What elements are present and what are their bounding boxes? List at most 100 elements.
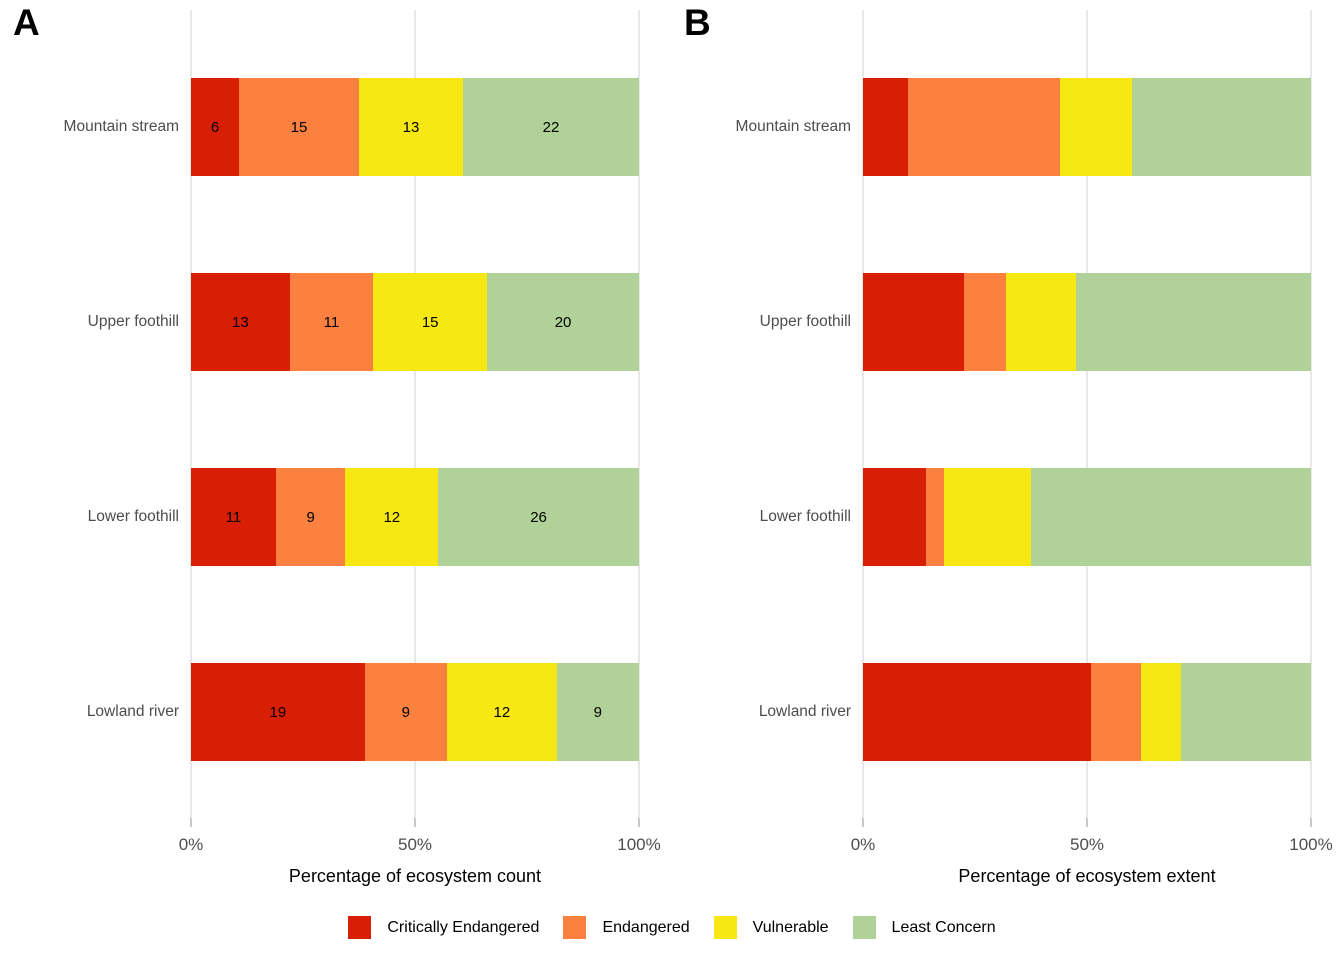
x-axis-tick-label: 50%: [1069, 835, 1105, 854]
bar-value-label: 13: [402, 118, 420, 136]
bar-segment-critically-endangered: [863, 468, 926, 566]
bar-segment-endangered: 9: [275, 468, 346, 566]
bar-value-label: 19: [269, 703, 287, 721]
gridline: [414, 10, 416, 818]
bar-segment-least-concern: 22: [463, 78, 639, 176]
bar-segment-endangered: 15: [239, 78, 359, 176]
category-label-upper-foothill: Upper foothill: [759, 313, 851, 330]
bar-lower-foothill: [863, 468, 1311, 566]
legend-item-endangered: Endangered: [563, 916, 690, 939]
legend-swatch-critically-endangered: [348, 916, 372, 939]
bar-value-label: 9: [401, 703, 411, 721]
bar-mountain-stream: [863, 78, 1311, 176]
bar-segment-critically-endangered: [863, 663, 1092, 761]
x-axis-tick: [638, 818, 640, 827]
bar-lowland-river: 19 9 12 9: [191, 663, 639, 761]
bar-upper-foothill: 13 11 15 20: [191, 273, 639, 371]
bar-value-label: 9: [306, 508, 315, 526]
gridline: [1310, 10, 1312, 818]
bar-segment-least-concern: [1030, 468, 1311, 566]
panel-a-tag: A: [13, 2, 40, 43]
bar-value-label: 20: [554, 313, 572, 331]
bar-value-label: 13: [232, 313, 249, 331]
bar-segment-endangered: [1091, 663, 1141, 761]
bar-segment-critically-endangered: 11: [191, 468, 276, 566]
bar-value-label: 12: [383, 508, 401, 526]
bar-value-label: 15: [290, 118, 308, 136]
legend-label: Endangered: [602, 918, 690, 936]
bar-value-label: 26: [530, 508, 547, 526]
panel-b-tag: B: [684, 2, 711, 43]
bar-value-label: 11: [323, 313, 340, 331]
category-label-lower-foothill: Lower foothill: [87, 508, 179, 525]
x-axis-tick-label: 50%: [397, 835, 433, 854]
bar-segment-vulnerable: 15: [373, 273, 488, 371]
legend-item-least-concern: Least Concern: [852, 916, 996, 939]
bar-segment-vulnerable: 12: [345, 468, 439, 566]
bar-mountain-stream: 6 15 13 22: [191, 78, 639, 176]
legend-item-critically-endangered: Critically Endangered: [348, 916, 539, 939]
bar-segment-least-concern: [1131, 78, 1311, 176]
category-label-lower-foothill: Lower foothill: [759, 508, 851, 525]
bar-value-label: 6: [210, 118, 220, 136]
bar-segment-least-concern: 20: [487, 273, 639, 371]
bar-segment-endangered: [907, 78, 1061, 176]
bar-value-label: 15: [421, 313, 439, 331]
bar-segment-vulnerable: 13: [359, 78, 463, 176]
bar-segment-least-concern: [1075, 273, 1311, 371]
bar-segment-critically-endangered: 6: [191, 78, 239, 176]
legend-swatch-endangered: [563, 916, 587, 939]
bar-value-label: 12: [493, 703, 511, 721]
bar-segment-least-concern: 9: [556, 663, 639, 761]
bar-segment-vulnerable: [1006, 273, 1076, 371]
legend-label: Least Concern: [891, 918, 996, 936]
bar-segment-least-concern: 26: [438, 468, 639, 566]
plot-area-b: [862, 10, 1312, 818]
legend-label: Critically Endangered: [387, 918, 540, 936]
bar-lowland-river: [863, 663, 1311, 761]
bar-segment-vulnerable: [1140, 663, 1182, 761]
x-axis-title-extent: Percentage of ecosystem extent: [958, 866, 1216, 886]
bar-value-label: 11: [225, 508, 242, 526]
bar-segment-endangered: 11: [289, 273, 374, 371]
bar-segment-critically-endangered: [863, 273, 964, 371]
x-axis-tick-label: 0%: [178, 835, 204, 854]
bar-lower-foothill: 11 9 12 26: [191, 468, 639, 566]
bar-segment-endangered: [925, 468, 944, 566]
bar-segment-endangered: 9: [364, 663, 447, 761]
bar-segment-critically-endangered: 19: [191, 663, 365, 761]
bar-upper-foothill: [863, 273, 1311, 371]
legend-swatch-least-concern: [852, 916, 876, 939]
bar-segment-vulnerable: [943, 468, 1031, 566]
x-axis-title-count: Percentage of ecosystem count: [288, 866, 542, 886]
bar-segment-vulnerable: [1060, 78, 1132, 176]
bar-segment-critically-endangered: [863, 78, 908, 176]
bar-segment-vulnerable: 12: [446, 663, 557, 761]
x-axis-tick: [1086, 818, 1088, 827]
x-axis-tick-label: 0%: [850, 835, 876, 854]
category-label-upper-foothill: Upper foothill: [87, 313, 179, 330]
category-label-lowland-river: Lowland river: [758, 703, 851, 720]
legend: Critically Endangered Endangered Vulnerabl…: [0, 916, 1344, 939]
x-axis-tick-label: 100%: [1289, 835, 1333, 854]
x-axis-tick: [862, 818, 864, 827]
category-label-lowland-river: Lowland river: [86, 703, 179, 720]
legend-swatch-vulnerable: [713, 916, 737, 939]
bar-segment-endangered: [963, 273, 1007, 371]
bar-value-label: 9: [593, 703, 602, 721]
bar-value-label: 22: [542, 118, 560, 136]
gridline: [1086, 10, 1088, 818]
bar-segment-critically-endangered: 13: [191, 273, 290, 371]
legend-item-vulnerable: Vulnerable: [713, 916, 829, 939]
x-axis-tick-label: 100%: [617, 835, 661, 854]
bar-segment-least-concern: [1181, 663, 1311, 761]
plot-area-a: 6 15 13 22 13 11 15 20 11 9 12 26 19 9 12 9: [190, 10, 640, 818]
category-label-mountain-stream: Mountain stream: [63, 118, 179, 135]
category-label-mountain-stream: Mountain stream: [735, 118, 851, 135]
gridline: [190, 10, 192, 818]
x-axis-tick: [1310, 818, 1312, 827]
gridline: [862, 10, 864, 818]
